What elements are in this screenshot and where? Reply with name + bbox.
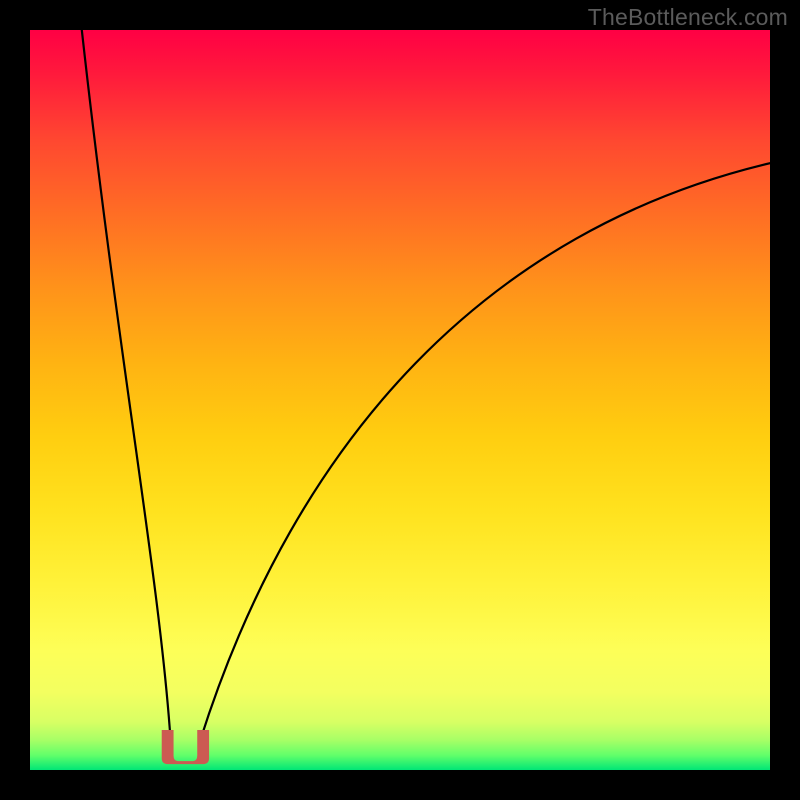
chart-svg — [0, 0, 800, 800]
plot-gradient-bg — [30, 30, 770, 770]
figure-root: TheBottleneck.com — [0, 0, 800, 800]
